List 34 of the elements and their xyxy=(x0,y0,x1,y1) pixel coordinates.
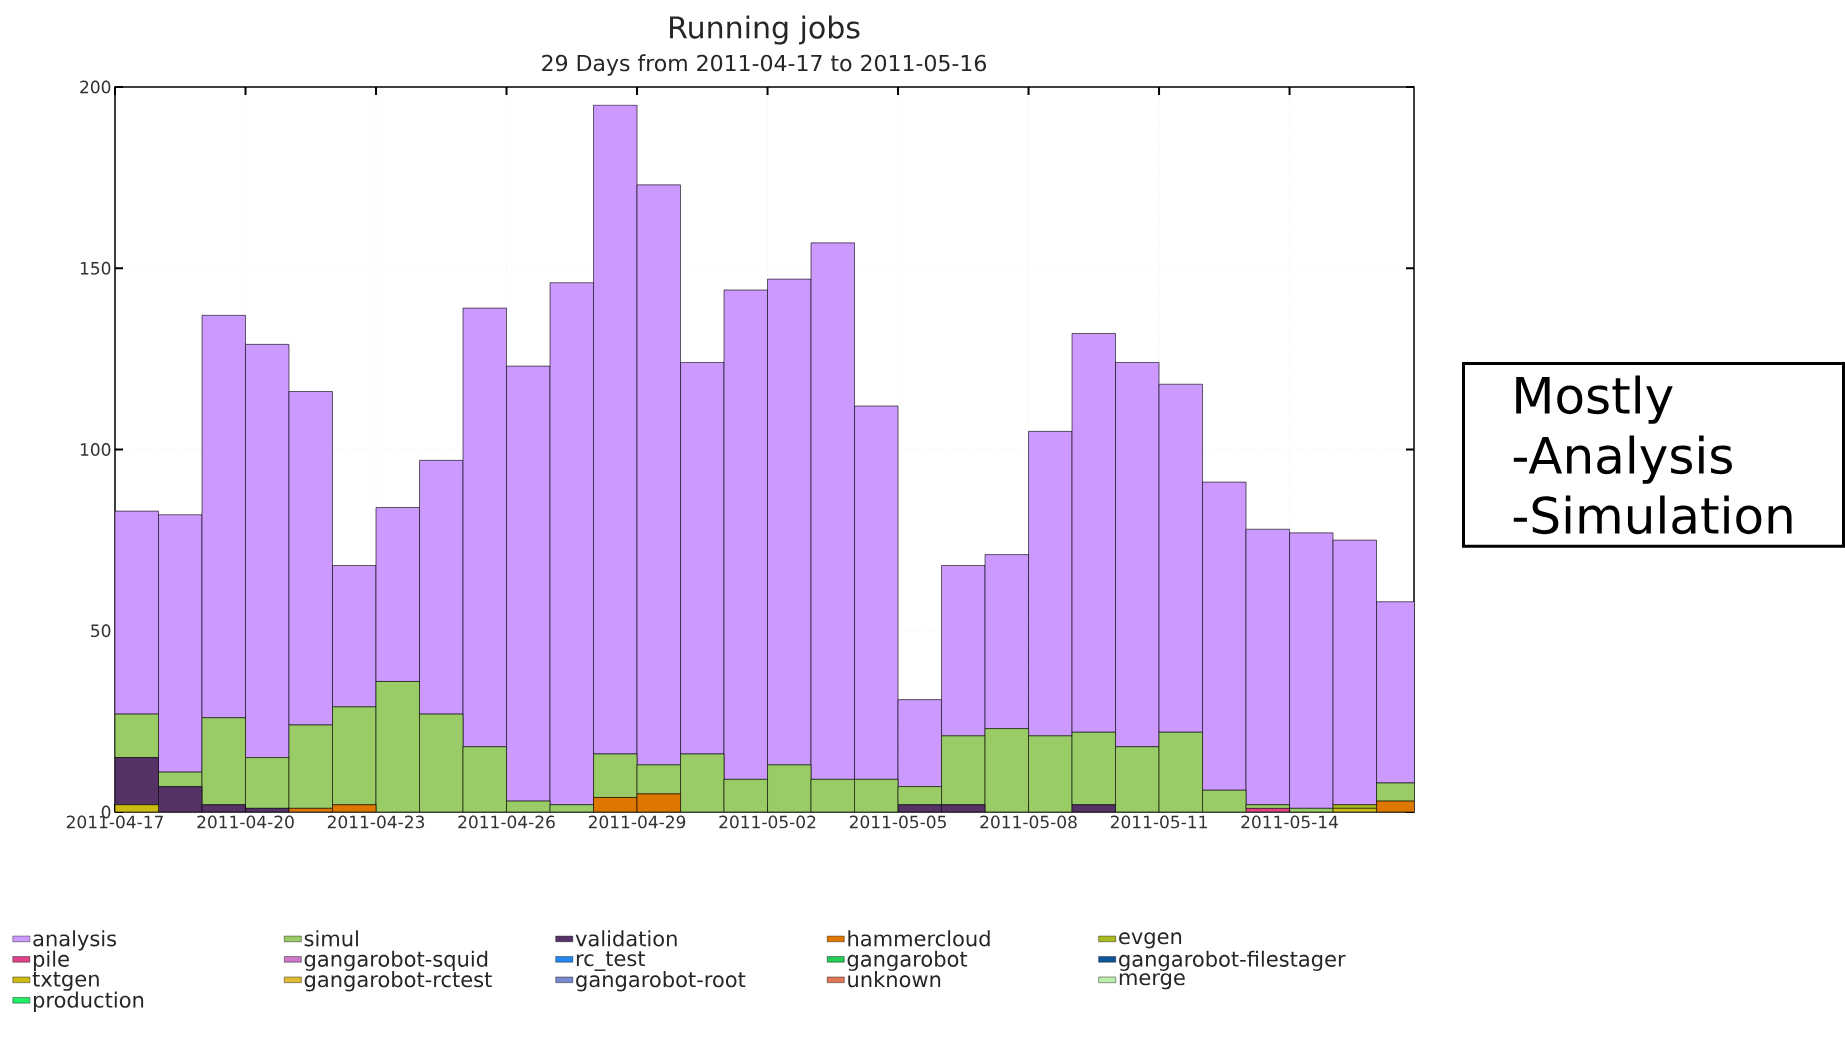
x-tick-label: 2011-05-02 xyxy=(719,815,816,829)
y-tick-label: 50 xyxy=(91,624,111,638)
legend-label: simul xyxy=(304,930,358,947)
x-tick-label: 2011-04-29 xyxy=(588,815,686,829)
x-tick-label: 2011-04-23 xyxy=(327,815,425,829)
x-tick-label: 2011-04-20 xyxy=(197,815,294,829)
y-tick-label: 100 xyxy=(80,443,111,456)
y-tick-label: 150 xyxy=(80,261,111,275)
legend-label: gangarobot xyxy=(847,950,968,971)
text: -Simulation xyxy=(1513,495,1792,535)
text: Mostly xyxy=(1516,375,1673,424)
x-tick-label: 2011-04-26 xyxy=(458,815,555,829)
legend-label: gangarobot-squid xyxy=(304,950,488,971)
legend-label: analysis xyxy=(33,930,117,951)
legend-label: gangarobot-rctest xyxy=(304,971,492,992)
legend-label: validation xyxy=(575,930,677,947)
legend-label: hammercloud xyxy=(848,930,990,947)
legend-label: txtgen xyxy=(32,971,99,991)
legend-label: merge xyxy=(1119,973,1185,990)
x-tick-label: 2011-05-05 xyxy=(849,815,946,829)
legend-label: evgen xyxy=(1119,932,1182,949)
legend-label: unknown xyxy=(848,971,941,988)
x-tick-label: 2011-05-08 xyxy=(980,815,1077,829)
legend-label: pile xyxy=(33,950,69,971)
y-tick-label: 200 xyxy=(80,80,111,94)
x-tick-label: 2011-05-14 xyxy=(1241,815,1338,829)
legend-label: gangarobot-root xyxy=(576,971,746,992)
legend-label: gangarobot-filestager xyxy=(1119,950,1346,971)
x-tick-label: 2011-05-11 xyxy=(1110,815,1207,829)
text: -Analysis xyxy=(1513,435,1732,484)
legend-label: rc_test xyxy=(576,951,646,971)
chart-subtitle: 29 Days from 2011-04-17 to 2011-05-16 xyxy=(542,54,986,76)
chart-title: Running jobs xyxy=(670,15,860,45)
legend-label: production xyxy=(33,991,144,1012)
